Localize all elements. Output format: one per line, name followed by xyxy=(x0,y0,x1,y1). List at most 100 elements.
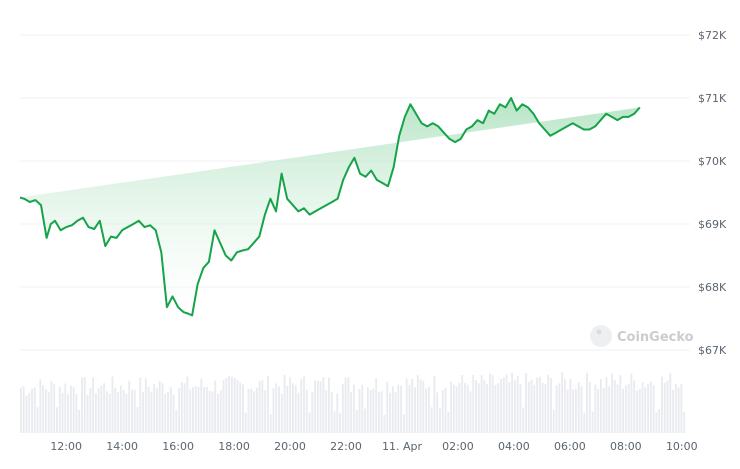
volume-bar xyxy=(538,376,541,433)
volume-bar xyxy=(364,408,366,433)
volume-bar xyxy=(411,378,414,433)
volume-bar xyxy=(386,381,389,433)
volume-bar xyxy=(430,407,433,433)
volume-bar xyxy=(358,389,361,433)
volume-bar xyxy=(108,393,111,433)
volume-bar xyxy=(516,376,519,433)
volume-bar xyxy=(217,393,219,433)
volume-bar xyxy=(194,386,197,433)
volume-bar xyxy=(203,386,206,433)
volume-bar xyxy=(586,372,588,433)
volume-bar xyxy=(616,384,619,433)
volume-bar xyxy=(558,383,561,433)
volume-bar xyxy=(272,388,275,433)
volume-bar xyxy=(666,380,669,433)
volume-bar xyxy=(261,380,264,433)
volume-bar xyxy=(303,376,305,433)
volume-bar xyxy=(569,378,572,433)
volume-bar xyxy=(111,376,114,433)
volume-bar xyxy=(452,384,455,433)
volume-bar xyxy=(683,411,686,433)
volume-bar xyxy=(142,391,144,433)
volume-bar xyxy=(236,380,239,433)
price-line[interactable] xyxy=(19,97,641,317)
volume-bar xyxy=(286,386,289,433)
volume-bar xyxy=(131,389,133,433)
volume-bar xyxy=(461,374,464,433)
volume-bar xyxy=(483,379,486,433)
volume-bar xyxy=(308,412,311,433)
volume-bar xyxy=(575,388,577,433)
volume-bar xyxy=(450,381,452,433)
volume-bar xyxy=(180,382,183,433)
volume-bar xyxy=(527,381,530,433)
volume-bar xyxy=(433,375,436,433)
volume-bar xyxy=(583,412,586,433)
volume-bar xyxy=(266,375,269,433)
volume-bar xyxy=(400,385,403,433)
volume-bar xyxy=(622,388,625,433)
x-axis: 12:00 14:00 16:00 18:00 20:00 22:00 11. Apr 02:… xyxy=(50,440,697,453)
volume-bar xyxy=(100,385,103,433)
volume-bar xyxy=(422,380,425,433)
volume-bar xyxy=(211,391,214,433)
volume-bar xyxy=(605,377,608,433)
volume-bar xyxy=(58,387,61,433)
volume-bar xyxy=(97,388,100,433)
volume-bar xyxy=(300,378,303,433)
x-tick-label: 08:00 xyxy=(610,440,642,453)
volume-bar xyxy=(47,391,50,433)
volume-bar xyxy=(158,380,161,433)
volume-bar xyxy=(192,387,194,433)
gecko-logo-eye xyxy=(596,329,602,335)
volume-bar xyxy=(513,380,516,433)
y-tick-label: $67K xyxy=(698,344,727,357)
volume-bar xyxy=(178,387,181,433)
watermark: CoinGecko xyxy=(590,325,694,347)
volume-bar xyxy=(644,387,647,433)
volume-bar xyxy=(541,382,544,433)
volume-bar xyxy=(599,378,602,433)
volume-bar xyxy=(278,386,280,433)
volume-bar xyxy=(117,392,119,433)
volume-bar xyxy=(264,390,267,433)
volume-bar xyxy=(464,382,466,433)
volume-bar xyxy=(175,410,178,433)
volume-bar xyxy=(552,409,555,433)
volume-bar xyxy=(611,373,613,433)
y-tick-label: $72K xyxy=(698,29,727,42)
x-tick-label: 14:00 xyxy=(106,440,138,453)
y-tick-label: $71K xyxy=(698,92,727,105)
volume-bar xyxy=(488,373,491,433)
volume-bar xyxy=(602,387,605,433)
volume-bar xyxy=(594,384,597,433)
volume-bar xyxy=(291,383,294,433)
volume-bar xyxy=(189,389,192,433)
volume-bar xyxy=(508,382,511,433)
volume-bar xyxy=(336,393,339,433)
volume-bar xyxy=(22,386,25,433)
volume-bar xyxy=(375,378,378,433)
volume-bar xyxy=(20,387,22,433)
volume-bar xyxy=(663,382,666,433)
volume-bar xyxy=(497,383,500,433)
volume-bar xyxy=(647,383,650,433)
volume-bar xyxy=(125,393,128,433)
volume-bar xyxy=(330,391,333,433)
volume-bar xyxy=(339,412,341,433)
volume-bar xyxy=(661,376,663,433)
x-tick-label: 22:00 xyxy=(330,440,362,453)
volume-bar xyxy=(39,379,42,433)
volume-bar xyxy=(119,385,122,433)
volume-bar xyxy=(677,387,680,433)
x-tick-label: 20:00 xyxy=(274,440,306,453)
volume-bar xyxy=(427,386,430,433)
volume-bar xyxy=(536,377,539,433)
x-tick-label: 16:00 xyxy=(162,440,194,453)
volume-bar xyxy=(44,389,47,433)
volume-bar xyxy=(297,392,300,433)
volume-bar xyxy=(139,377,142,433)
volume-bar xyxy=(636,390,638,433)
volume-bar xyxy=(402,414,405,433)
